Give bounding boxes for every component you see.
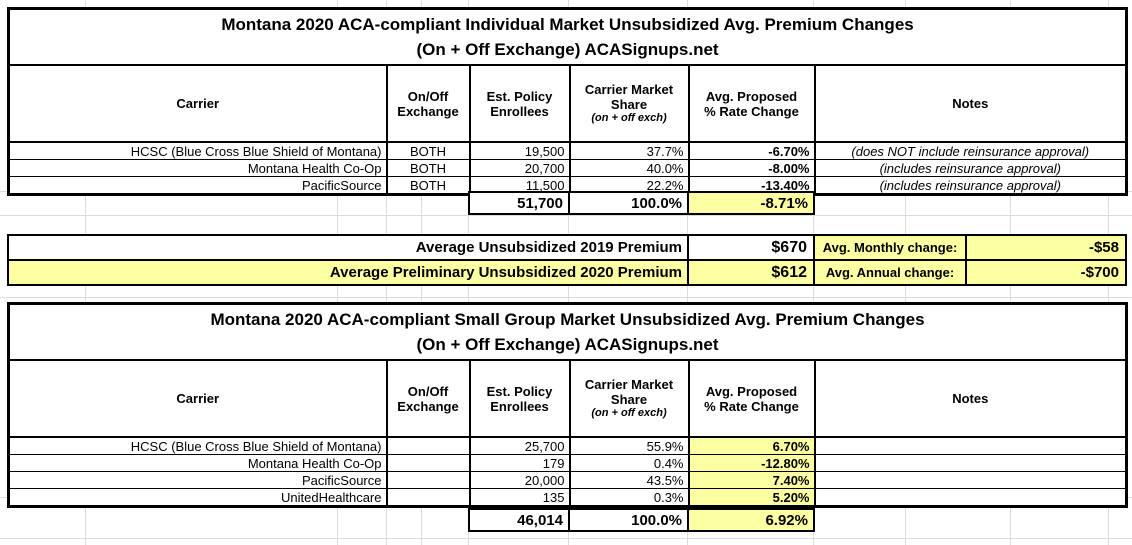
- summary-value-cell[interactable]: $670: [687, 234, 815, 261]
- rate-cell[interactable]: 5.20%: [687, 488, 816, 507]
- carrier-cell[interactable]: Montana Health Co-Op: [7, 454, 388, 472]
- carrier-cell[interactable]: PacificSource: [7, 176, 388, 195]
- exchange-cell[interactable]: [385, 488, 471, 507]
- header-market-share[interactable]: Carrier Market Share (on + off exch): [568, 360, 690, 438]
- carrier-cell[interactable]: HCSC (Blue Cross Blue Shield of Montana): [7, 436, 388, 455]
- header-rate-change[interactable]: Avg. Proposed % Rate Change: [687, 65, 816, 143]
- exchange-cell[interactable]: [385, 471, 471, 489]
- share-cell[interactable]: 0.3%: [568, 488, 690, 507]
- table-row: Montana Health Co-Op 179 0.4% -12.80%: [7, 454, 1128, 472]
- enrollees-cell[interactable]: 20,000: [468, 471, 571, 489]
- enrollees-cell[interactable]: 25,700: [468, 436, 571, 455]
- small-group-title-line2: (On + Off Exchange) ACASignups.net: [416, 335, 719, 354]
- table-row: HCSC (Blue Cross Blue Shield of Montana)…: [7, 436, 1128, 455]
- change-label-cell[interactable]: Avg. Monthly change:: [813, 234, 967, 261]
- share-cell[interactable]: 43.5%: [568, 471, 690, 489]
- individual-header-row: Carrier On/Off Exchange Est. Policy Enro…: [7, 65, 1128, 143]
- note-cell[interactable]: [813, 488, 1128, 507]
- individual-market-table: Montana 2020 ACA-compliant Individual Ma…: [7, 7, 1129, 196]
- enrollees-cell[interactable]: 135: [468, 488, 571, 507]
- enrollees-cell[interactable]: 179: [468, 454, 571, 472]
- total-share-cell[interactable]: 100.0%: [568, 191, 689, 215]
- enrollees-cell[interactable]: 20,700: [468, 159, 571, 177]
- exchange-cell[interactable]: BOTH: [385, 141, 471, 160]
- header-notes[interactable]: Notes: [813, 65, 1128, 143]
- exchange-cell[interactable]: [385, 436, 471, 455]
- total-enrollees-cell[interactable]: 46,014: [468, 508, 570, 532]
- small-group-table: Montana 2020 ACA-compliant Small Group M…: [7, 302, 1129, 508]
- header-exchange[interactable]: On/Off Exchange: [385, 360, 471, 438]
- individual-title-line2: (On + Off Exchange) ACASignups.net: [416, 40, 719, 59]
- total-enrollees-cell[interactable]: 51,700: [468, 191, 570, 215]
- table-row: Montana Health Co-Op BOTH 20,700 40.0% -…: [7, 159, 1128, 177]
- carrier-cell[interactable]: HCSC (Blue Cross Blue Shield of Montana): [7, 141, 388, 160]
- share-cell[interactable]: 0.4%: [568, 454, 690, 472]
- header-market-share-main: Carrier Market Share: [584, 82, 674, 112]
- enrollees-cell[interactable]: 19,500: [468, 141, 571, 160]
- summary-label-cell[interactable]: Average Unsubsidized 2019 Premium: [7, 234, 689, 261]
- total-rate-cell[interactable]: 6.92%: [687, 508, 815, 532]
- summary-block: Average Unsubsidized 2019 Premium $670 A…: [7, 234, 1127, 286]
- note-cell[interactable]: [813, 471, 1128, 489]
- exchange-cell[interactable]: BOTH: [385, 176, 471, 195]
- header-market-share-sub: (on + off exch): [591, 407, 667, 419]
- header-exchange[interactable]: On/Off Exchange: [385, 65, 471, 143]
- rate-cell[interactable]: -8.00%: [687, 159, 816, 177]
- header-carrier[interactable]: Carrier: [7, 360, 388, 438]
- summary-row-2020: Average Preliminary Unsubsidized 2020 Pr…: [7, 259, 1127, 286]
- carrier-cell[interactable]: Montana Health Co-Op: [7, 159, 388, 177]
- header-notes[interactable]: Notes: [813, 360, 1128, 438]
- small-group-title-line1: Montana 2020 ACA-compliant Small Group M…: [210, 310, 925, 329]
- table-row: PacificSource 20,000 43.5% 7.40%: [7, 471, 1128, 489]
- header-enrollees[interactable]: Est. Policy Enrollees: [468, 65, 571, 143]
- rate-cell[interactable]: 6.70%: [687, 436, 816, 455]
- rate-cell[interactable]: -6.70%: [687, 141, 816, 160]
- note-cell[interactable]: (includes reinsurance approval): [813, 176, 1128, 195]
- small-group-table-title[interactable]: Montana 2020 ACA-compliant Small Group M…: [8, 303, 1127, 361]
- summary-row-2019: Average Unsubsidized 2019 Premium $670 A…: [7, 234, 1127, 261]
- summary-value-cell[interactable]: $612: [687, 259, 815, 286]
- change-value-cell[interactable]: -$58: [965, 234, 1127, 261]
- note-cell[interactable]: (does NOT include reinsurance approval): [813, 141, 1128, 160]
- note-cell[interactable]: [813, 454, 1128, 472]
- header-rate-change[interactable]: Avg. Proposed % Rate Change: [687, 360, 816, 438]
- share-cell[interactable]: 40.0%: [568, 159, 690, 177]
- header-carrier[interactable]: Carrier: [7, 65, 388, 143]
- table-row: HCSC (Blue Cross Blue Shield of Montana)…: [7, 141, 1128, 160]
- carrier-cell[interactable]: UnitedHealthcare: [7, 488, 388, 507]
- note-cell[interactable]: (includes reinsurance approval): [813, 159, 1128, 177]
- header-market-share[interactable]: Carrier Market Share (on + off exch): [568, 65, 690, 143]
- change-value-cell[interactable]: -$700: [965, 259, 1127, 286]
- total-rate-cell[interactable]: -8.71%: [687, 191, 815, 215]
- table-row: PacificSource BOTH 11,500 22.2% -13.40% …: [7, 176, 1128, 195]
- rate-cell[interactable]: -12.80%: [687, 454, 816, 472]
- individual-table-title[interactable]: Montana 2020 ACA-compliant Individual Ma…: [8, 8, 1127, 66]
- change-label-cell[interactable]: Avg. Annual change:: [813, 259, 967, 286]
- header-market-share-sub: (on + off exch): [591, 112, 667, 124]
- small-group-header-row: Carrier On/Off Exchange Est. Policy Enro…: [7, 360, 1128, 438]
- carrier-cell[interactable]: PacificSource: [7, 471, 388, 489]
- rate-cell[interactable]: 7.40%: [687, 471, 816, 489]
- individual-title-line1: Montana 2020 ACA-compliant Individual Ma…: [221, 15, 914, 34]
- exchange-cell[interactable]: BOTH: [385, 159, 471, 177]
- note-cell[interactable]: [813, 436, 1128, 455]
- small-group-totals-row: 46,014 100.0% 6.92%: [468, 508, 815, 532]
- exchange-cell[interactable]: [385, 454, 471, 472]
- share-cell[interactable]: 55.9%: [568, 436, 690, 455]
- header-enrollees[interactable]: Est. Policy Enrollees: [468, 360, 571, 438]
- individual-totals-row: 51,700 100.0% -8.71%: [468, 191, 815, 215]
- header-market-share-main: Carrier Market Share: [584, 377, 674, 407]
- table-row: UnitedHealthcare 135 0.3% 5.20%: [7, 488, 1128, 507]
- share-cell[interactable]: 37.7%: [568, 141, 690, 160]
- total-share-cell[interactable]: 100.0%: [568, 508, 689, 532]
- summary-label-cell[interactable]: Average Preliminary Unsubsidized 2020 Pr…: [7, 259, 689, 286]
